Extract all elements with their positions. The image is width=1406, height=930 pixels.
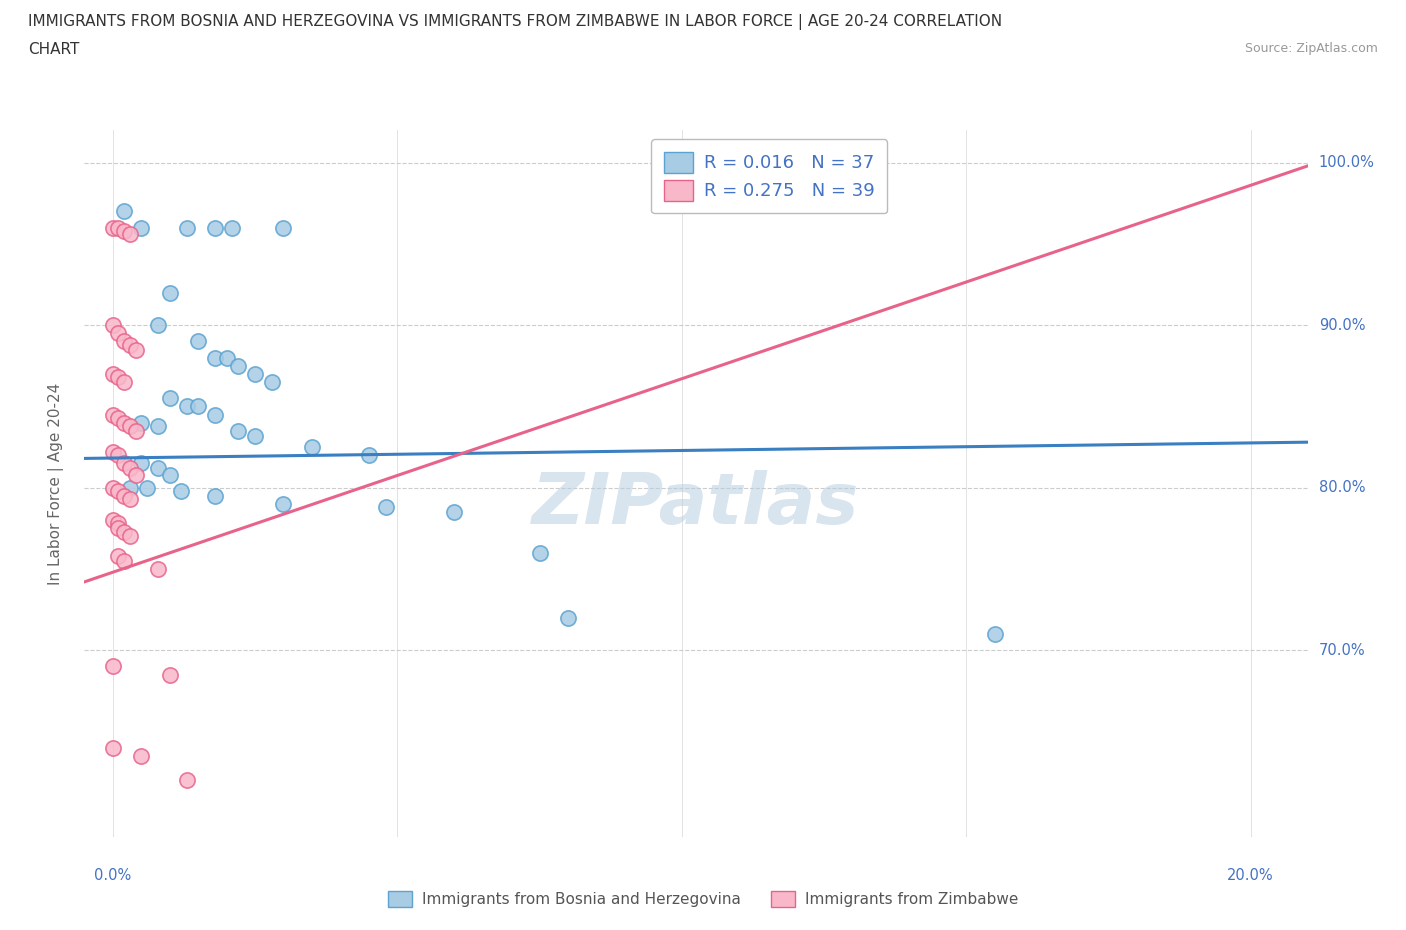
Point	[112, 375, 135, 390]
Point	[112, 204, 135, 219]
Point	[101, 512, 124, 527]
Point	[118, 480, 141, 495]
Point	[107, 516, 129, 531]
Point	[107, 521, 129, 536]
Point	[129, 220, 152, 235]
Point	[215, 351, 238, 365]
Point	[101, 407, 124, 422]
Point	[112, 488, 135, 503]
Point	[159, 391, 181, 405]
Point	[129, 456, 152, 471]
Point	[226, 423, 249, 438]
Point	[176, 773, 198, 788]
Point	[357, 447, 380, 462]
Point	[226, 358, 249, 373]
Point	[301, 440, 323, 455]
Point	[374, 499, 396, 514]
Point	[204, 407, 226, 422]
Text: 70.0%: 70.0%	[1319, 643, 1365, 658]
Point	[101, 740, 124, 755]
Point	[107, 220, 129, 235]
Point	[204, 351, 226, 365]
Y-axis label: In Labor Force | Age 20-24: In Labor Force | Age 20-24	[48, 382, 63, 585]
Point	[148, 418, 170, 433]
Point	[159, 467, 181, 482]
Text: Source: ZipAtlas.com: Source: ZipAtlas.com	[1244, 42, 1378, 55]
Point	[118, 227, 141, 242]
Text: ZIPatlas: ZIPatlas	[533, 471, 859, 539]
Point	[124, 467, 146, 482]
Text: 90.0%: 90.0%	[1319, 318, 1365, 333]
Point	[204, 488, 226, 503]
Point	[148, 460, 170, 475]
Point	[107, 326, 129, 340]
Text: 20.0%: 20.0%	[1227, 868, 1274, 883]
Legend: Immigrants from Bosnia and Herzegovina, Immigrants from Zimbabwe: Immigrants from Bosnia and Herzegovina, …	[382, 884, 1024, 913]
Point	[443, 505, 465, 520]
Point	[118, 338, 141, 352]
Point	[107, 484, 129, 498]
Point	[112, 223, 135, 238]
Point	[107, 549, 129, 564]
Text: 80.0%: 80.0%	[1319, 480, 1365, 495]
Point	[187, 399, 209, 414]
Point	[107, 370, 129, 385]
Point	[112, 456, 135, 471]
Point	[118, 529, 141, 544]
Point	[129, 415, 152, 430]
Text: IMMIGRANTS FROM BOSNIA AND HERZEGOVINA VS IMMIGRANTS FROM ZIMBABWE IN LABOR FORC: IMMIGRANTS FROM BOSNIA AND HERZEGOVINA V…	[28, 14, 1002, 30]
Point	[101, 220, 124, 235]
Point	[243, 428, 266, 443]
Point	[262, 375, 284, 390]
Point	[101, 445, 124, 459]
Point	[101, 480, 124, 495]
Text: 100.0%: 100.0%	[1319, 155, 1375, 170]
Point	[101, 659, 124, 674]
Point	[159, 667, 181, 682]
Point	[118, 418, 141, 433]
Point	[112, 334, 135, 349]
Point	[118, 492, 141, 507]
Point	[273, 220, 295, 235]
Point	[983, 627, 1005, 642]
Point	[118, 460, 141, 475]
Point	[187, 334, 209, 349]
Point	[112, 415, 135, 430]
Text: CHART: CHART	[28, 42, 80, 57]
Point	[557, 610, 579, 625]
Point	[159, 286, 181, 300]
Point	[148, 562, 170, 577]
Point	[101, 366, 124, 381]
Point	[112, 525, 135, 539]
Point	[107, 410, 129, 425]
Point	[176, 399, 198, 414]
Point	[204, 220, 226, 235]
Point	[243, 366, 266, 381]
Point	[124, 342, 146, 357]
Point	[124, 423, 146, 438]
Point	[176, 220, 198, 235]
Legend: R = 0.016   N = 37, R = 0.275   N = 39: R = 0.016 N = 37, R = 0.275 N = 39	[651, 140, 887, 214]
Point	[129, 749, 152, 764]
Point	[148, 318, 170, 333]
Point	[170, 484, 193, 498]
Point	[136, 480, 159, 495]
Point	[112, 553, 135, 568]
Text: 0.0%: 0.0%	[94, 868, 131, 883]
Point	[107, 447, 129, 462]
Point	[529, 545, 551, 560]
Point	[101, 318, 124, 333]
Point	[273, 497, 295, 512]
Point	[221, 220, 243, 235]
